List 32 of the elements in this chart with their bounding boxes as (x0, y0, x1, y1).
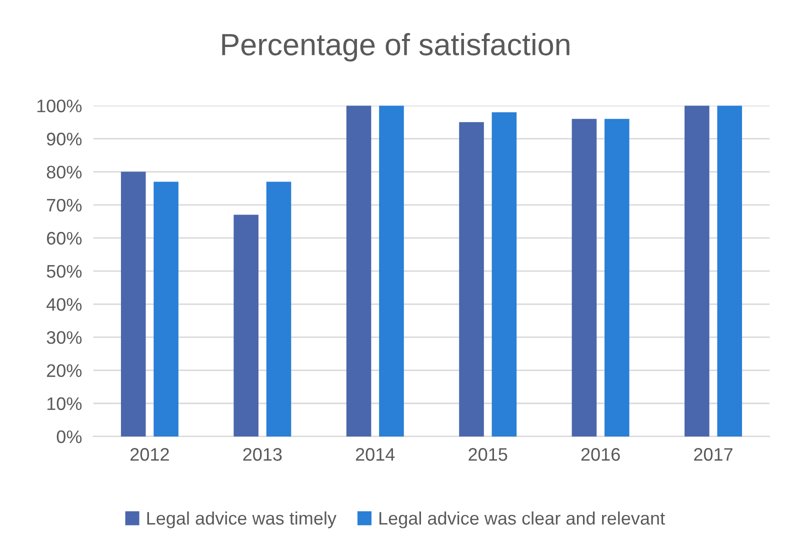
bar (492, 112, 517, 436)
y-tick-label: 100% (37, 100, 82, 112)
x-tick-label: 2015 (468, 448, 508, 461)
bar (266, 182, 292, 436)
x-tick-label: 2017 (694, 448, 732, 461)
bar (572, 118, 597, 436)
bar (684, 106, 710, 436)
chart-title: Percentage of satisfaction (222, 33, 570, 62)
bar (346, 106, 372, 436)
legend-label: Legal advice was clear and relevant (379, 511, 665, 528)
bar (604, 118, 630, 436)
legend-label: Legal advice was timely (147, 511, 336, 528)
bar (379, 106, 404, 436)
bar (154, 182, 178, 436)
y-tick-label: 40% (46, 298, 82, 311)
y-tick-label: 90% (46, 132, 82, 146)
x-tick-label: 2012 (130, 448, 169, 461)
y-tick-label: 60% (47, 232, 82, 245)
y-tick-label: 0% (56, 430, 82, 444)
bar (234, 214, 258, 436)
bar (717, 106, 742, 436)
x-tick-label: 2016 (581, 448, 620, 461)
y-tick-label: 30% (46, 331, 82, 344)
y-tick-label: 50% (46, 264, 82, 278)
y-tick-label: 10% (47, 397, 82, 410)
y-tick-label: 20% (47, 364, 82, 378)
x-tick-label: 2014 (356, 448, 395, 461)
y-tick-label: 80% (46, 166, 82, 179)
bar (459, 122, 484, 436)
x-tick-label: 2013 (243, 448, 282, 461)
bar (120, 172, 146, 436)
y-tick-label: 70% (47, 198, 82, 212)
